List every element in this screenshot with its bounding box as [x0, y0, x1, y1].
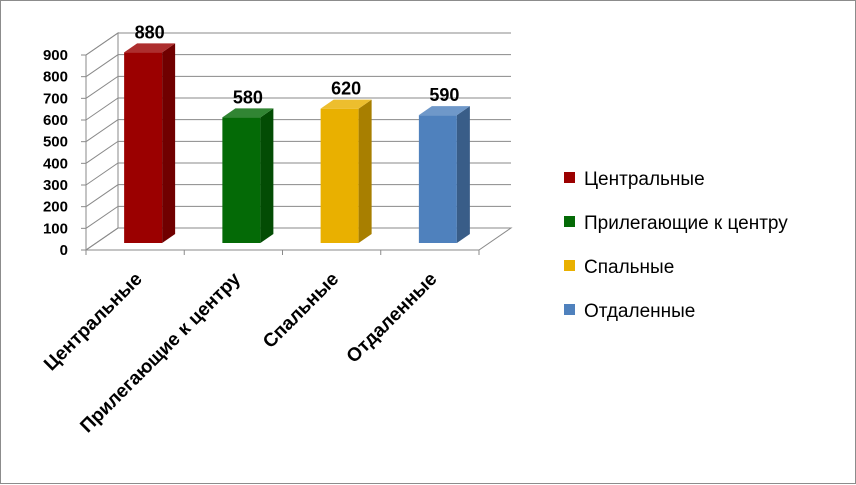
data-label: 880: [135, 22, 165, 42]
y-tick-label: 500: [43, 134, 68, 151]
y-tick-label: 900: [43, 47, 68, 64]
legend-swatch: [564, 172, 575, 183]
bar-top: [222, 108, 274, 118]
y-tick-label: 200: [43, 199, 68, 216]
bar-side: [260, 108, 274, 243]
gridline: [85, 162, 511, 186]
legend-label: Прилегающие к центру: [584, 213, 788, 234]
data-label: 620: [331, 79, 361, 99]
x-category-label: Прилегающие к центру: [76, 268, 245, 437]
legend-swatch: [564, 216, 575, 227]
bar-front: [320, 108, 359, 244]
legend-label: Отдаленные: [584, 301, 695, 322]
legend-label: Спальные: [584, 257, 674, 278]
gridline: [85, 54, 511, 78]
bar-front: [222, 117, 261, 243]
data-label: 580: [233, 87, 263, 107]
y-tick-label: 400: [43, 155, 68, 172]
bar-front: [418, 115, 457, 243]
y-tick-label: 100: [43, 220, 68, 237]
bar-3: [320, 99, 372, 244]
bar-side: [358, 99, 372, 244]
back-wall: [118, 33, 511, 228]
gridline: [85, 119, 511, 143]
bar-side: [162, 43, 176, 244]
bar-4: [418, 106, 470, 244]
bar-1: [124, 43, 176, 244]
x-category-label: Спальные: [259, 269, 343, 353]
bar-side: [456, 106, 470, 244]
gridline: [85, 97, 511, 121]
gridline: [85, 184, 511, 208]
bar-top: [418, 106, 470, 116]
gridline: [85, 140, 511, 164]
gridline: [85, 75, 511, 99]
x-category-label: Отдаленные: [343, 269, 442, 368]
y-tick-label: 300: [43, 177, 68, 194]
y-tick-label: 800: [43, 69, 68, 86]
gridline: [85, 227, 511, 251]
legend-swatch: [564, 260, 575, 271]
x-category-label: Центральные: [40, 269, 147, 376]
bar-front: [124, 52, 163, 244]
bar-2: [222, 108, 274, 243]
bar-top: [320, 99, 372, 109]
gridline: [85, 205, 511, 229]
y-tick-label: 700: [43, 90, 68, 107]
legend-swatch: [564, 304, 575, 315]
bar-top: [124, 43, 176, 53]
data-label: 590: [429, 85, 459, 105]
legend-label: Центральные: [584, 169, 705, 190]
y-tick-label: 600: [43, 112, 68, 129]
gridline: [85, 32, 511, 56]
y-tick-label: 0: [60, 242, 68, 259]
